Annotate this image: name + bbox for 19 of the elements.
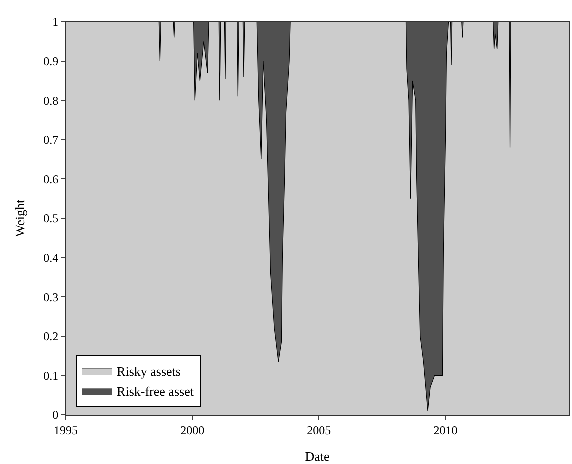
- x-tick-label: 2000: [180, 423, 205, 438]
- x-tick-label: 2010: [434, 423, 458, 438]
- y-tick-label: 0.1: [44, 368, 59, 383]
- y-tick-label: 0.2: [44, 330, 59, 344]
- y-tick-label: 0.5: [44, 212, 59, 226]
- y-tick-label: 0.4: [44, 251, 59, 265]
- x-axis-title: Date: [305, 449, 330, 464]
- y-tick-label: 0.9: [44, 54, 59, 68]
- y-tick-label: 0: [52, 408, 59, 422]
- y-tick-label: 0.7: [44, 133, 59, 148]
- y-tick-label: 1: [52, 15, 59, 30]
- legend-label: Risk-free asset: [117, 384, 194, 400]
- x-tick-label: 1995: [54, 423, 78, 438]
- x-tick-label: 2005: [307, 423, 332, 438]
- legend-label: Risky assets: [117, 364, 181, 380]
- y-tick-label: 0.3: [44, 290, 59, 304]
- y-tick-label: 0.6: [44, 172, 59, 186]
- y-tick-label: 0.8: [44, 94, 59, 108]
- y-axis-title: Weight: [12, 200, 28, 238]
